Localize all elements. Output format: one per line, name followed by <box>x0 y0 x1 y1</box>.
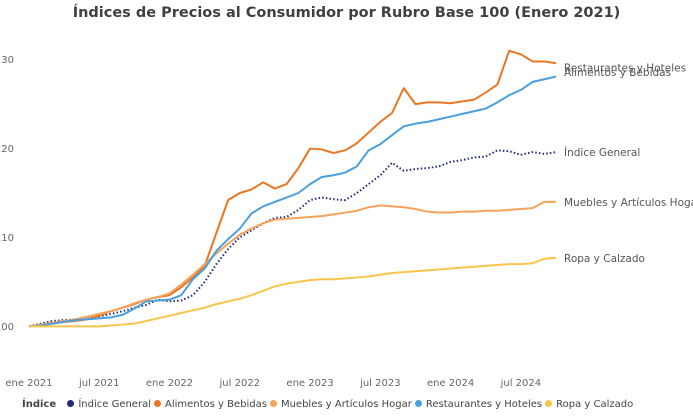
x-axis: ene 2021 jul 2021 ene 2022 jul 2022 ene 2023… <box>5 378 541 389</box>
series-line-indice-general <box>28 149 557 328</box>
series-line-muebles-y-articulos-hogar <box>28 200 556 328</box>
legend-marker <box>414 400 422 407</box>
legend-item-muebles-y-articulos-hogar[interactable]: Muebles y Artículos Hogar <box>269 399 412 410</box>
series-end-label: Alimentos y Bebidas <box>564 67 671 79</box>
x-tick-label: jul 2023 <box>359 378 401 389</box>
legend-label: Índice General <box>78 399 151 410</box>
legend-marker <box>545 400 553 407</box>
series-line-alimentos-y-bebidas <box>28 49 557 328</box>
series-end-label: Índice General <box>564 146 640 159</box>
x-tick-label: jul 2022 <box>219 378 261 389</box>
legend: Índice Índice General Alimentos y Bebidas… <box>22 399 636 410</box>
x-tick-label: ene 2022 <box>146 378 193 389</box>
y-axis: 100 110 120 130 <box>0 55 14 333</box>
y-tick-label: 110 <box>0 233 14 244</box>
legend-item-indice-general[interactable]: Índice General <box>67 399 151 410</box>
x-tick-label: ene 2024 <box>427 378 474 389</box>
x-tick-label: jul 2024 <box>500 378 542 389</box>
legend-label: Muebles y Artículos Hogar <box>280 399 412 410</box>
legend-marker <box>67 400 75 407</box>
legend-item-alimentos-y-bebidas[interactable]: Alimentos y Bebidas <box>153 399 267 410</box>
legend-marker <box>153 400 161 407</box>
legend-label: Ropa y Calzado <box>556 399 634 410</box>
series-line-restaurantes-y-hoteles <box>28 75 557 328</box>
chart-title: Índices de Precios al Consumidor por Rub… <box>72 5 621 21</box>
series-lines <box>28 49 557 328</box>
y-tick-label: 120 <box>0 144 14 155</box>
line-chart: 100 110 120 130 ene 2021 jul 2021 ene 2022 jul… <box>0 49 693 389</box>
series-end-label: Restaurantes y Hoteles <box>564 63 686 75</box>
legend-title: Índice <box>22 399 57 410</box>
x-tick-label: ene 2021 <box>5 378 52 389</box>
y-tick-label: 100 <box>0 322 14 333</box>
legend-label: Restaurantes y Hoteles <box>425 399 543 410</box>
legend-marker <box>269 400 277 407</box>
legend-item-restaurantes-y-hoteles[interactable]: Restaurantes y Hoteles <box>414 399 543 410</box>
legend-item-ropa-y-calzado[interactable]: Ropa y Calzado <box>545 399 633 410</box>
x-tick-label: jul 2021 <box>78 378 120 389</box>
x-tick-label: ene 2023 <box>286 378 333 389</box>
series-end-label: Muebles y Artículos Hogar <box>564 197 693 209</box>
end-labels: Índice General Alimentos y Bebidas Muebles… <box>564 63 693 265</box>
y-tick-label: 130 <box>0 55 14 66</box>
series-end-label: Ropa y Calzado <box>564 253 645 265</box>
legend-label: Alimentos y Bebidas <box>164 399 267 410</box>
series-line-ropa-y-calzado <box>29 256 557 328</box>
